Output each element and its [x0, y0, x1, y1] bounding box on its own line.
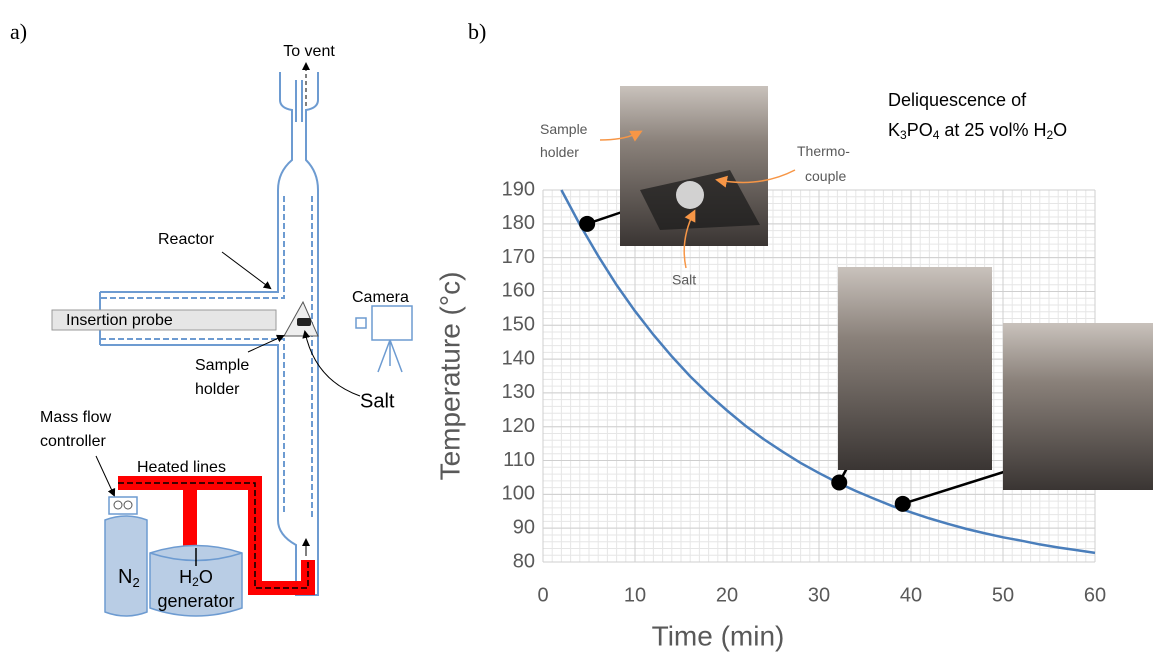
label: Reactor	[158, 231, 215, 248]
photo-label-line: couple	[805, 168, 846, 184]
panel-label: a)	[10, 19, 27, 44]
label-line: controller	[40, 433, 106, 450]
y-tick-label: 140	[502, 347, 535, 369]
salt	[297, 318, 311, 326]
y-tick-label: 80	[513, 550, 535, 572]
arrow	[305, 332, 360, 396]
x-tick-label: 60	[1084, 584, 1106, 606]
annotation-part: Deliquescence of	[888, 90, 1027, 110]
arrow	[222, 252, 270, 288]
y-tick-label: 150	[502, 314, 535, 336]
y-tick-label: 90	[513, 516, 535, 538]
label: Salt	[360, 390, 395, 412]
page: { "panel_a": { "label": "a)", "labels": …	[0, 0, 1153, 660]
label: Insertion probe	[66, 312, 173, 329]
x-tick-label: 50	[992, 584, 1014, 606]
photo	[1003, 323, 1153, 490]
label-part: 2	[132, 575, 139, 590]
tripod	[378, 340, 402, 372]
x-tick-label: 20	[716, 584, 738, 606]
photo-label-line: Sample	[540, 121, 588, 137]
panel-b: b) 80 90 100 110 120 130 140 150 160 170 180 190 0 10…	[434, 19, 1153, 651]
highlight-point	[579, 216, 595, 232]
x-tick-label: 0	[537, 584, 548, 606]
label: Heated lines	[137, 459, 226, 476]
annotation-part: K	[888, 120, 900, 140]
x-tick-label: 40	[900, 584, 922, 606]
y-tick-label: 130	[502, 381, 535, 403]
label-line: Mass flow	[40, 409, 112, 426]
y-tick-label: 190	[502, 178, 535, 200]
photo-label-line: holder	[540, 144, 579, 160]
y-tick-label: 100	[502, 483, 535, 505]
photo-label: Thermo-couple	[797, 143, 850, 184]
photo	[838, 267, 992, 470]
label-line: Sample	[195, 357, 249, 374]
annotation-part: O	[1053, 120, 1067, 140]
highlight-point	[895, 496, 911, 512]
label-part: N	[118, 566, 132, 588]
label-line: holder	[195, 381, 240, 398]
label-part: H	[179, 567, 192, 587]
x-axis-title: Time (min)	[652, 620, 785, 651]
x-tick-label: 10	[624, 584, 646, 606]
y-tick-label: 160	[502, 280, 535, 302]
arrow	[96, 456, 114, 495]
photo-label: Sample holder	[540, 121, 588, 160]
panel-a: a) To vent Reactor Insertion probe Sampl…	[10, 19, 412, 616]
label: Mass flow controller	[40, 409, 112, 450]
y-axis-title: Temperature (°c)	[434, 272, 465, 481]
label: To vent	[283, 43, 335, 60]
annotation-part: at 25 vol% H	[939, 120, 1046, 140]
annotation-part: PO	[907, 120, 933, 140]
label-part: O	[199, 567, 213, 587]
y-tick-label: 110	[503, 449, 535, 471]
camera-lens	[356, 318, 366, 328]
photo-label-line: Thermo-	[797, 143, 850, 159]
camera	[372, 306, 412, 340]
highlight-point	[831, 475, 847, 491]
label: Camera	[352, 289, 409, 306]
mass-flow-controller	[109, 497, 137, 514]
photo-label: Salt	[672, 272, 696, 288]
label: generator	[157, 591, 234, 611]
panel-label: b)	[468, 19, 486, 44]
label: Sample holder	[195, 357, 249, 398]
x-tick-label: 30	[808, 584, 830, 606]
y-tick-label: 120	[502, 415, 535, 437]
y-tick-label: 170	[502, 246, 535, 268]
photo-salt	[676, 181, 704, 209]
figure: a) To vent Reactor Insertion probe Sampl…	[0, 0, 1153, 660]
y-tick-label: 180	[502, 212, 535, 234]
